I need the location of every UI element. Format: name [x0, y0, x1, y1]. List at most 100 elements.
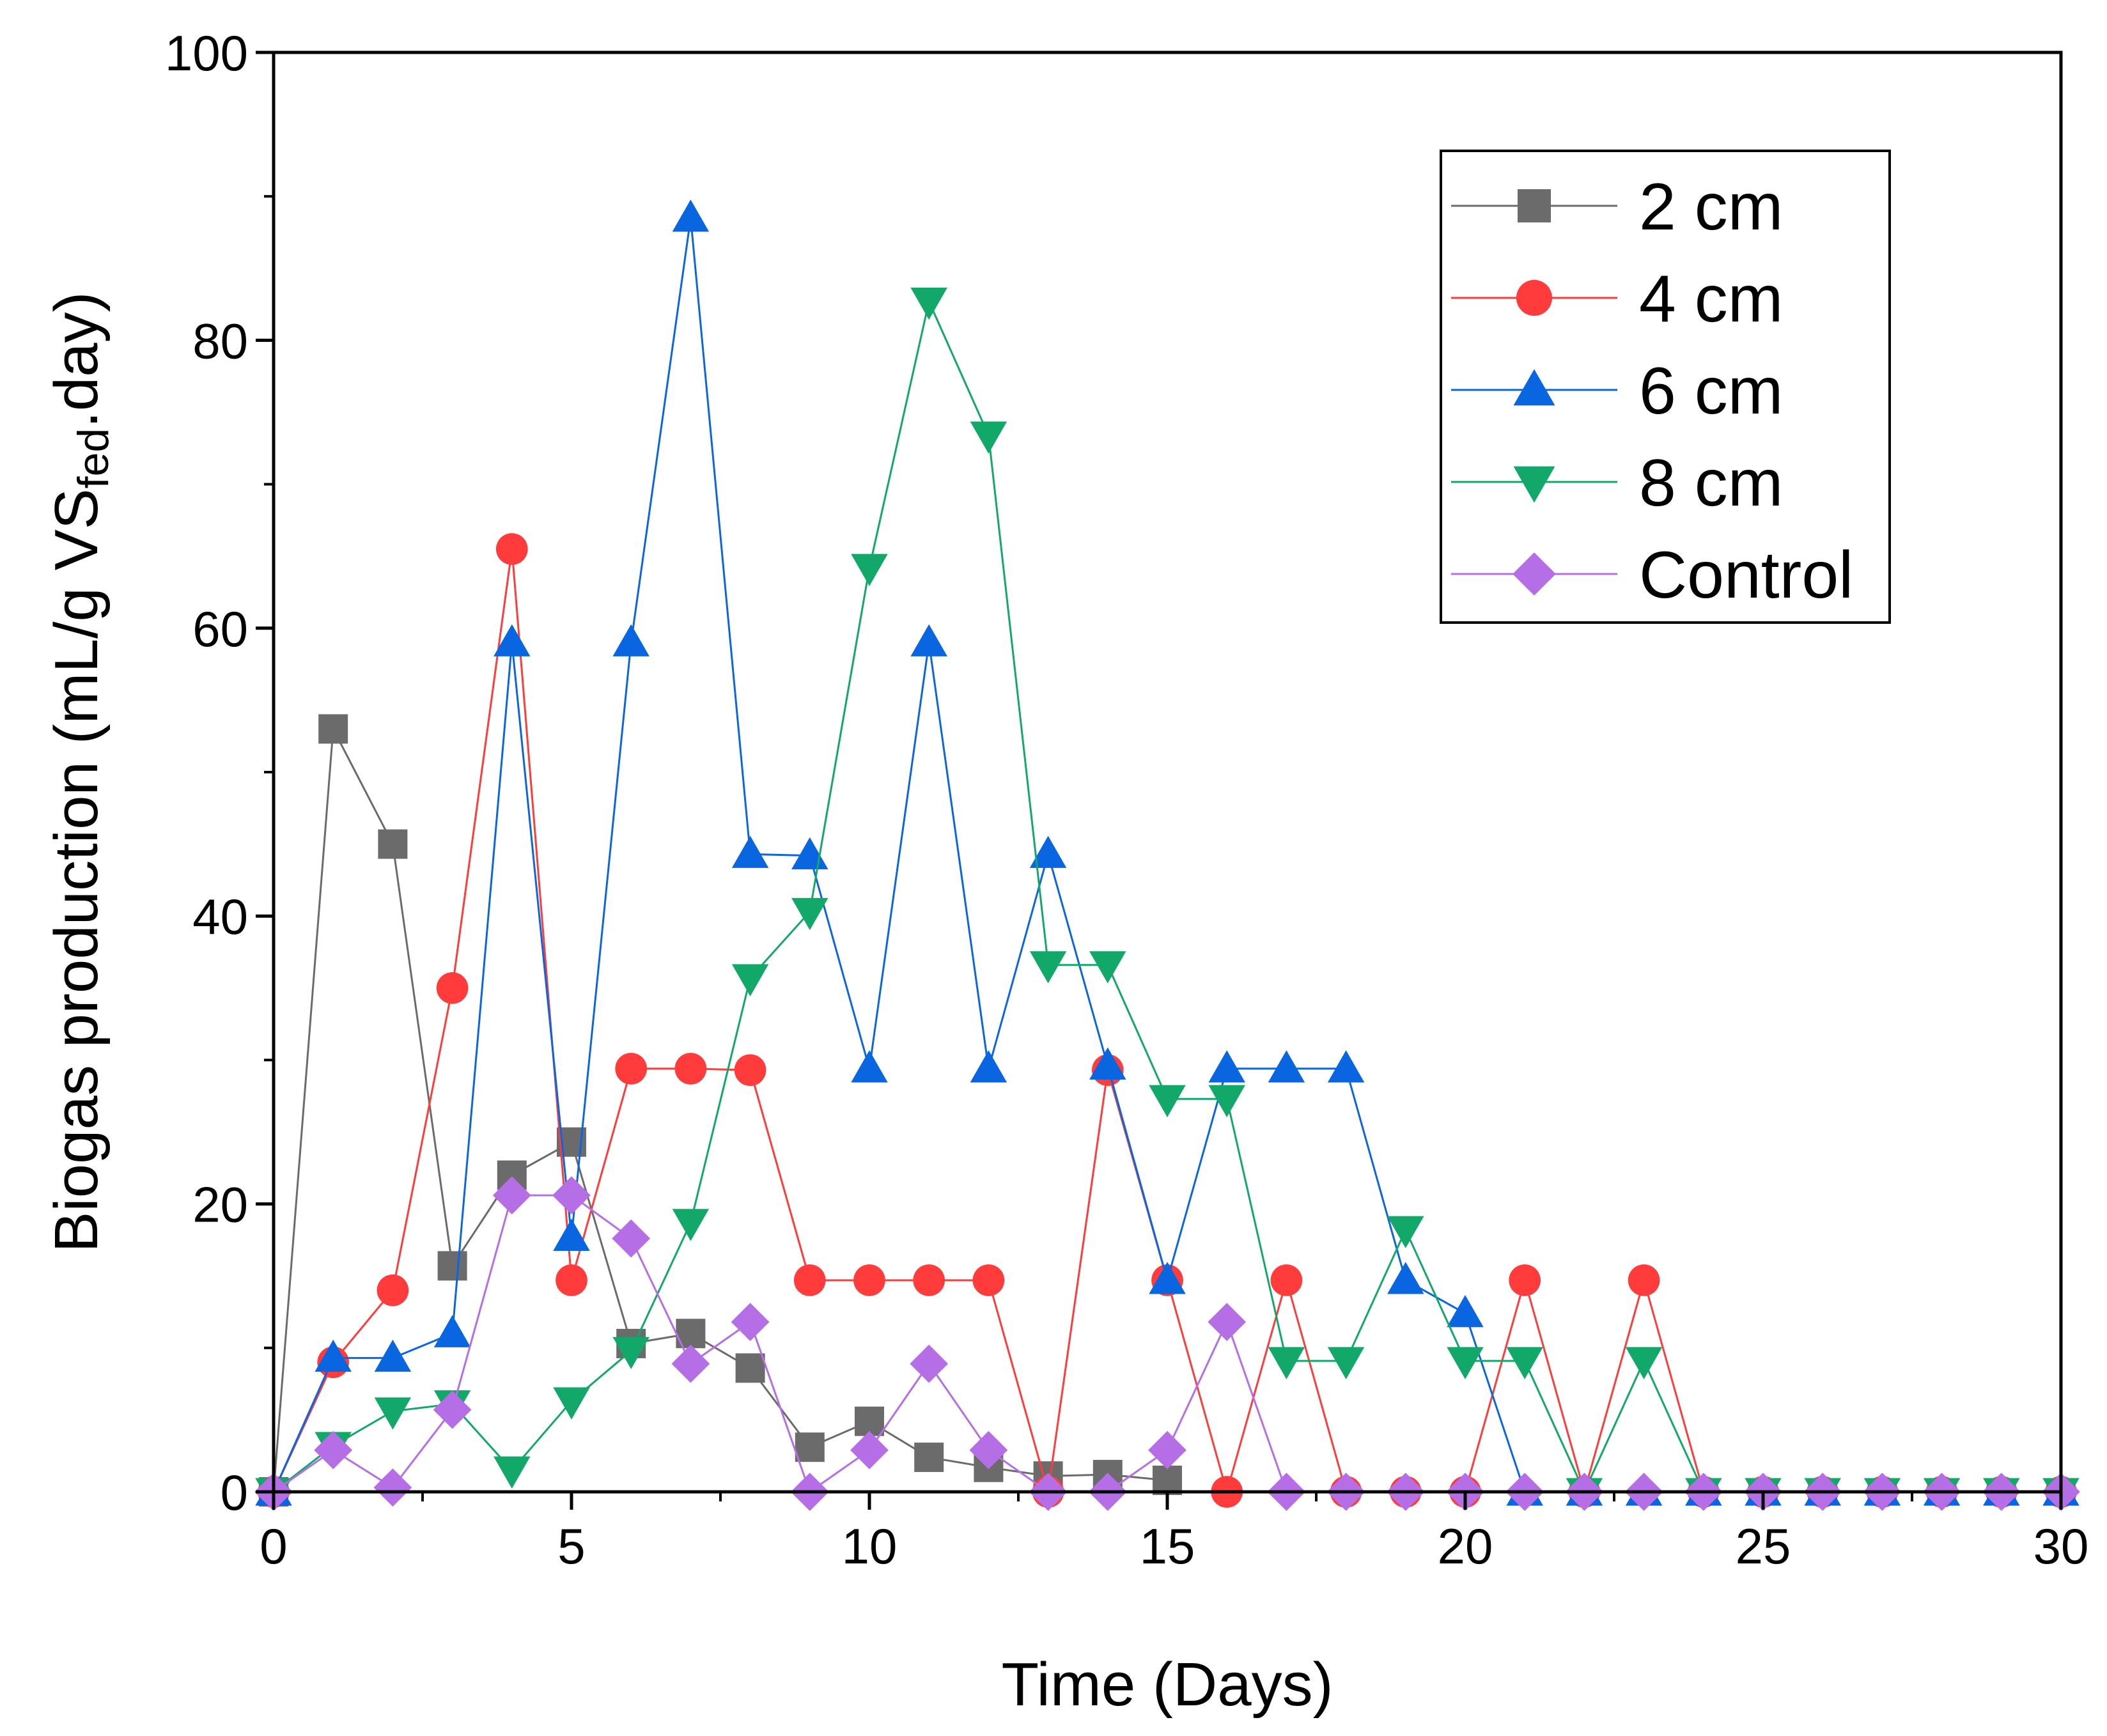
x-tick-label: 15: [1140, 1518, 1195, 1574]
data-point-2-cm: [437, 1251, 467, 1281]
data-point-4-cm: [853, 1264, 885, 1296]
x-tick-label: 10: [842, 1518, 898, 1574]
data-point-8-cm: [1208, 1085, 1245, 1117]
data-point-8-cm: [1029, 951, 1067, 984]
series-layer: [254, 199, 2080, 1511]
data-point-6-cm: [1447, 1295, 1484, 1328]
legend-entry-8-cm: 8 cm: [1451, 446, 1783, 520]
data-point-6-cm: [910, 624, 947, 656]
data-point-8-cm: [374, 1397, 412, 1430]
data-point-control: [671, 1344, 710, 1383]
legend-label: 6 cm: [1639, 354, 1783, 428]
data-point-6-cm: [1387, 1262, 1424, 1294]
data-point-4-cm: [1270, 1264, 1303, 1296]
legend-box: [1440, 150, 1891, 624]
y-axis-title-main: Biogas production (mL/g VS: [42, 488, 111, 1252]
legend-label: Control: [1639, 538, 1853, 612]
data-point-6-cm: [731, 835, 769, 868]
x-tick-label: 20: [1438, 1518, 1493, 1574]
data-point-6-cm: [1208, 1050, 1245, 1083]
y-axis-title: Biogas production (mL/g VSfed.day): [42, 291, 118, 1252]
y-tick-label: 0: [221, 1464, 248, 1521]
data-point-2-cm: [318, 714, 348, 744]
data-point-6-cm: [315, 1339, 352, 1372]
data-point-4-cm: [377, 1274, 409, 1306]
data-point-8-cm: [1149, 1085, 1186, 1117]
legend-marker-2-cm: [1518, 189, 1551, 222]
data-point-6-cm: [1029, 835, 1067, 868]
data-point-2-cm: [378, 829, 408, 859]
legend-entry-6-cm: 6 cm: [1451, 354, 1783, 428]
series-line-2-cm: [272, 725, 1168, 1492]
data-point-control: [1208, 1303, 1247, 1342]
y-tick-label: 20: [192, 1177, 248, 1233]
data-point-2-cm: [735, 1353, 765, 1383]
data-point-4-cm: [1509, 1264, 1541, 1296]
legend-entry-2-cm: 2 cm: [1451, 170, 1783, 244]
data-point-4-cm: [734, 1054, 766, 1087]
data-point-2-cm: [1153, 1465, 1182, 1495]
data-point-6-cm: [494, 624, 531, 656]
data-point-2-cm: [795, 1432, 825, 1462]
data-point-8-cm: [672, 1209, 710, 1241]
legend-marker-8-cm: [1513, 466, 1555, 503]
data-point-8-cm: [1089, 951, 1126, 984]
data-point-4-cm: [615, 1053, 648, 1085]
series-line-4-cm: [272, 548, 2061, 1496]
data-point-8-cm: [731, 964, 769, 996]
series-4-cm: [258, 533, 2077, 1508]
legend-label: 2 cm: [1639, 170, 1783, 244]
legend-entry-4-cm: 4 cm: [1451, 262, 1783, 336]
data-point-control: [850, 1430, 889, 1469]
data-point-6-cm: [1268, 1050, 1305, 1083]
data-point-4-cm: [793, 1264, 826, 1296]
data-point-8-cm: [1506, 1347, 1543, 1379]
data-point-4-cm: [556, 1264, 587, 1296]
data-point-4-cm: [674, 1053, 707, 1085]
axes-layer: 0 5 10 15 20 25 30 0 20 40 60 80 100: [165, 25, 2089, 1574]
data-point-6-cm: [851, 1050, 888, 1083]
legend-marker-6-cm: [1513, 369, 1555, 406]
y-tick-label: 100: [165, 25, 248, 81]
x-axis-title: Time (Days): [1001, 1650, 1333, 1719]
data-point-8-cm: [791, 897, 828, 931]
data-point-control: [731, 1303, 770, 1342]
data-point-6-cm: [433, 1315, 471, 1347]
y-tick-label: 80: [192, 313, 248, 369]
data-point-8-cm: [494, 1456, 531, 1489]
data-point-control: [433, 1390, 472, 1429]
data-point-8-cm: [910, 288, 947, 320]
data-point-control: [612, 1219, 651, 1258]
data-point-8-cm: [553, 1387, 590, 1420]
x-tick-label: 5: [557, 1518, 585, 1574]
data-point-4-cm: [1628, 1264, 1660, 1296]
data-point-6-cm: [374, 1339, 412, 1372]
legend-label: 4 cm: [1639, 262, 1783, 336]
data-point-control: [373, 1468, 412, 1507]
data-point-4-cm: [972, 1264, 1005, 1296]
data-point-8-cm: [612, 1337, 649, 1370]
data-point-6-cm: [1089, 1047, 1126, 1080]
data-point-6-cm: [1149, 1262, 1186, 1294]
series-control: [254, 1176, 2080, 1511]
data-point-4-cm: [436, 972, 469, 1004]
x-tick-label: 30: [2033, 1518, 2089, 1574]
data-point-8-cm: [1387, 1216, 1424, 1248]
legend: 2 cm 4 cm 6 cm 8 cm Control: [1440, 150, 1891, 624]
y-axis-title-subscript: fed: [69, 428, 118, 489]
data-point-control: [1148, 1430, 1186, 1469]
x-tick-label: 25: [1736, 1518, 1791, 1574]
data-point-8-cm: [1327, 1347, 1365, 1379]
legend-marker-4-cm: [1516, 279, 1553, 316]
y-tick-label: 60: [192, 601, 248, 657]
data-point-2-cm: [914, 1442, 944, 1472]
data-point-control: [552, 1176, 591, 1214]
data-point-6-cm: [672, 199, 710, 232]
data-point-control: [969, 1430, 1008, 1469]
x-tick-label: 0: [260, 1518, 287, 1574]
data-point-6-cm: [1327, 1050, 1365, 1083]
legend-label: 8 cm: [1639, 446, 1783, 520]
data-point-8-cm: [970, 421, 1007, 454]
y-tick-label: 40: [192, 888, 248, 945]
